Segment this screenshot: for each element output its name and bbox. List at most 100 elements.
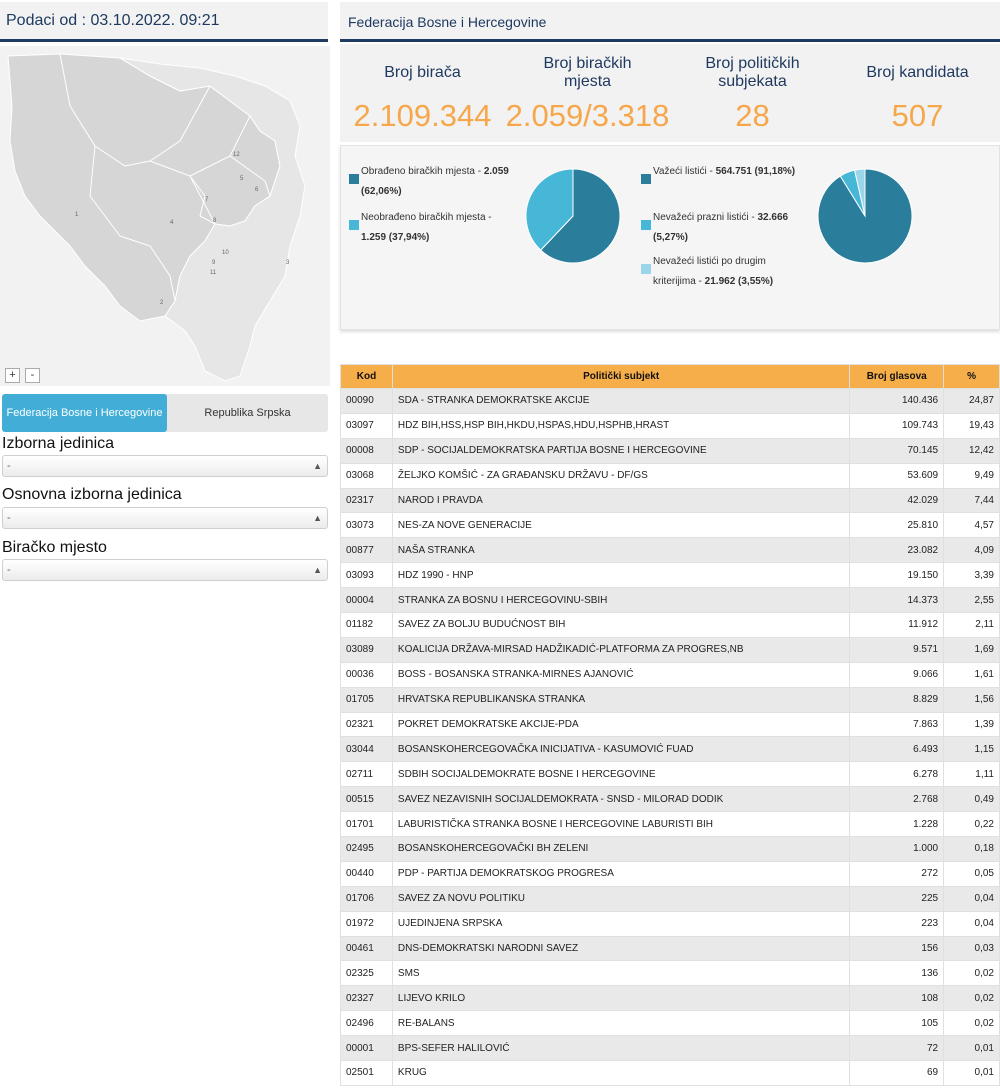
cell-politicki-subjekt: HDZ 1990 - HNP — [391, 562, 851, 589]
biracko-mjesto-label: Biračko mjesto — [2, 539, 107, 556]
stats-panel: Broj birača 2.109.344 Broj biračkih mjes… — [340, 44, 1000, 142]
cell-procenat: 0,05 — [943, 860, 1000, 887]
cell-procenat: 4,57 — [943, 512, 1000, 539]
cell-procenat: 12,42 — [943, 437, 1000, 464]
cell-politicki-subjekt: KRUG — [391, 1060, 851, 1086]
cell-procenat: 0,22 — [943, 811, 1000, 838]
biracko-mjesto-value: - — [7, 564, 11, 576]
tab-republika-srpska[interactable]: Republika Srpska — [204, 407, 291, 419]
cell-broj-glasova: 9.571 — [849, 636, 945, 663]
cell-broj-glasova: 9.066 — [849, 661, 945, 688]
pie-slice-1[interactable] — [525, 168, 574, 251]
cell-procenat: 7,44 — [943, 487, 1000, 514]
cell-broj-glasova: 225 — [849, 885, 945, 912]
table-row: 02325 SMS 136 0,02 — [340, 960, 1000, 987]
table-row: 01706 SAVEZ ZA NOVU POLITIKU 225 0,04 — [340, 885, 1000, 912]
table-row: 03097 HDZ BIH,HSS,HSP BIH,HKDU,HSPAS,HDU,… — [340, 412, 1000, 439]
legend-swatch — [641, 174, 651, 184]
cell-kod: 03044 — [340, 736, 393, 763]
col-header-politicki-subjekt[interactable]: Politički subjekt — [391, 364, 851, 389]
pie-slice-0[interactable] — [539, 168, 621, 264]
table-row: 00004 STRANKA ZA BOSNU I HERCEGOVINU-SBIH… — [340, 587, 1000, 614]
legend-item-neobradeno: Neobrađeno biračkih mjesta - 1.259 (37,9… — [349, 208, 519, 248]
entity-tabs: Federacija Bosne i Hercegovine Republika… — [2, 394, 328, 432]
cell-politicki-subjekt: SAVEZ ZA BOLJU BUDUĆNOST BIH — [391, 612, 851, 638]
select-arrow-icon: ▲ — [313, 565, 322, 575]
cell-kod: 00001 — [340, 1035, 393, 1062]
cell-procenat: 0,04 — [943, 910, 1000, 937]
cell-kod: 00004 — [340, 587, 393, 614]
table-row: 01701 LABURISTIČKA STRANKA BOSNE I HERCEG… — [340, 811, 1000, 838]
stat-kandidata: Broj kandidata 507 — [835, 54, 1000, 134]
cell-procenat: 2,11 — [943, 612, 1000, 638]
cell-kod: 01972 — [340, 910, 393, 937]
tab-federacija[interactable]: Federacija Bosne i Hercegovine — [2, 394, 167, 432]
federation-title: Federacija Bosne i Hercegovine — [348, 14, 547, 30]
svg-text:7: 7 — [205, 197, 209, 203]
osnovna-izborna-jedinica-value: - — [7, 512, 11, 524]
table-row: 00461 DNS-DEMOKRATSKI NARODNI SAVEZ 156 0,0… — [340, 935, 1000, 962]
cell-kod: 03073 — [340, 512, 393, 539]
zoom-in-button[interactable]: + — [5, 368, 20, 383]
legend-value: 32.666 (5,27%) — [653, 212, 789, 243]
izborna-jedinica-select[interactable]: - ▲ — [2, 455, 328, 477]
cell-procenat: 1,56 — [943, 686, 1000, 713]
left-panel: Podaci od : 03.10.2022. 09:21 1 2 3 4 5 … — [0, 0, 330, 1088]
federation-header: Federacija Bosne i Hercegovine — [340, 2, 1000, 42]
col-header-broj-glasova[interactable]: Broj glasova — [849, 364, 945, 389]
cell-politicki-subjekt: UJEDINJENA SRPSKA — [391, 910, 851, 937]
stat-biraca: Broj birača 2.109.344 — [340, 54, 505, 134]
cell-broj-glasova: 23.082 — [849, 537, 945, 564]
stat-kandidata-value: 507 — [891, 98, 944, 133]
cell-broj-glasova: 14.373 — [849, 587, 945, 614]
cell-kod: 02321 — [340, 711, 393, 738]
biracko-mjesto-select[interactable]: - ▲ — [2, 559, 328, 581]
cell-politicki-subjekt: RE-BALANS — [391, 1010, 851, 1037]
map-container[interactable]: 1 2 3 4 5 6 7 8 9 10 11 12 — [0, 46, 330, 386]
cell-broj-glasova: 105 — [849, 1010, 945, 1037]
charts-panel: Obrađeno biračkih mjesta - 2.059 (62,06%… — [340, 145, 1000, 330]
cell-kod: 03097 — [340, 412, 393, 439]
cell-kod: 00090 — [340, 388, 393, 414]
cell-politicki-subjekt: LABURISTIČKA STRANKA BOSNE I HERCEGOVINE… — [391, 811, 851, 838]
results-table: Kod Politički subjekt Broj glasova % 000… — [340, 364, 1000, 1086]
table-row: 03093 HDZ 1990 - HNP 19.150 3,39 — [340, 562, 1000, 589]
cell-procenat: 0,02 — [943, 960, 1000, 987]
cell-kod: 01705 — [340, 686, 393, 713]
zoom-out-button[interactable]: - — [25, 368, 40, 383]
col-header-kod[interactable]: Kod — [340, 364, 393, 389]
legend-label: Obrađeno biračkih mjesta — [361, 166, 475, 177]
cell-kod: 02325 — [340, 960, 393, 987]
cell-kod: 02501 — [340, 1060, 393, 1086]
cell-politicki-subjekt: BPS-SEFER HALILOVIĆ — [391, 1035, 851, 1062]
legend-label: Nevažeći prazni listići — [653, 212, 749, 223]
table-row: 00877 NAŠA STRANKA 23.082 4,09 — [340, 537, 1000, 564]
legend-swatch — [349, 220, 359, 230]
table-row: 00036 BOSS - BOSANSKA STRANKA-MIRNES AJAN… — [340, 661, 1000, 688]
cell-kod: 00461 — [340, 935, 393, 962]
cell-kod: 03093 — [340, 562, 393, 589]
table-row: 02496 RE-BALANS 105 0,02 — [340, 1010, 1000, 1037]
cell-broj-glasova: 6.278 — [849, 761, 945, 788]
col-header-procenat[interactable]: % — [943, 364, 1000, 389]
cell-procenat: 0,02 — [943, 985, 1000, 1012]
map-region-republika-srpska[interactable] — [119, 57, 306, 382]
cell-politicki-subjekt: SAVEZ NEZAVISNIH SOCIJALDEMOKRATA - SNSD… — [391, 786, 851, 813]
cell-politicki-subjekt: BOSANSKOHERCEGOVAČKI BH ZELENI — [391, 836, 851, 862]
cell-kod: 00008 — [340, 437, 393, 464]
cell-procenat: 0,04 — [943, 885, 1000, 912]
cell-procenat: 9,49 — [943, 462, 1000, 489]
table-row: 03068 ŽELJKO KOMŠIĆ - ZA GRAĐANSKU DRŽAVU… — [340, 462, 1000, 489]
cell-broj-glasova: 70.145 — [849, 437, 945, 464]
pie-slice-2[interactable] — [854, 168, 866, 217]
cell-broj-glasova: 140.436 — [849, 388, 945, 414]
bih-map[interactable]: 1 2 3 4 5 6 7 8 9 10 11 12 — [0, 46, 330, 386]
cell-politicki-subjekt: POKRET DEMOKRATSKE AKCIJE-PDA — [391, 711, 851, 738]
osnovna-izborna-jedinica-select[interactable]: - ▲ — [2, 507, 328, 529]
stat-birackih-mjesta: Broj biračkih mjesta 2.059/3.318 — [505, 54, 670, 134]
cell-broj-glasova: 156 — [849, 935, 945, 962]
table-row: 01972 UJEDINJENA SRPSKA 223 0,04 — [340, 910, 1000, 937]
legend-value: 1.259 (37,94%) — [361, 232, 430, 243]
svg-text:5: 5 — [240, 176, 244, 182]
legend-value: 2.059 (62,06%) — [361, 166, 509, 197]
